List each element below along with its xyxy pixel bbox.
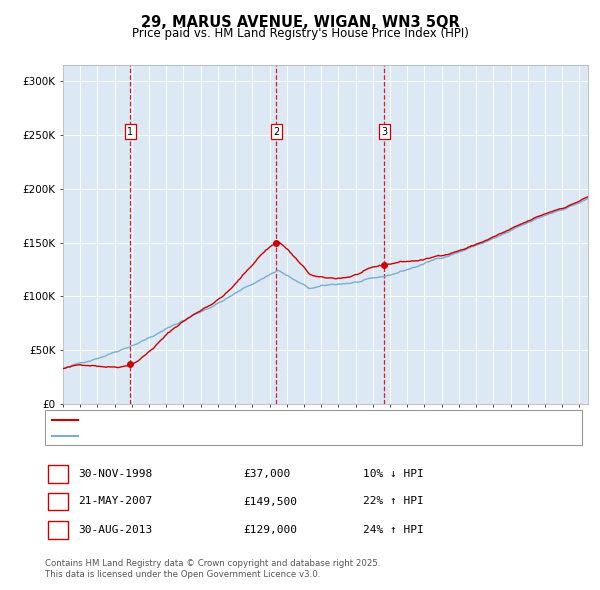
Text: 10% ↓ HPI: 10% ↓ HPI [363, 469, 424, 478]
Text: 24% ↑ HPI: 24% ↑ HPI [363, 525, 424, 535]
Text: £149,500: £149,500 [243, 497, 297, 506]
Text: 1: 1 [127, 127, 134, 137]
Text: £129,000: £129,000 [243, 525, 297, 535]
Text: 21-MAY-2007: 21-MAY-2007 [78, 497, 152, 506]
Text: HPI: Average price, semi-detached house, Wigan: HPI: Average price, semi-detached house,… [82, 431, 325, 441]
Text: 30-NOV-1998: 30-NOV-1998 [78, 469, 152, 478]
Text: 29, MARUS AVENUE, WIGAN, WN3 5QR (semi-detached house): 29, MARUS AVENUE, WIGAN, WN3 5QR (semi-d… [82, 415, 394, 425]
Text: £37,000: £37,000 [243, 469, 290, 478]
Text: 1: 1 [55, 469, 61, 478]
Text: 3: 3 [382, 127, 388, 137]
Text: 22% ↑ HPI: 22% ↑ HPI [363, 497, 424, 506]
Text: Contains HM Land Registry data © Crown copyright and database right 2025.
This d: Contains HM Land Registry data © Crown c… [45, 559, 380, 579]
Text: 2: 2 [55, 497, 61, 506]
Text: 30-AUG-2013: 30-AUG-2013 [78, 525, 152, 535]
Text: 3: 3 [55, 525, 61, 535]
Text: 2: 2 [273, 127, 280, 137]
Text: 29, MARUS AVENUE, WIGAN, WN3 5QR: 29, MARUS AVENUE, WIGAN, WN3 5QR [140, 15, 460, 30]
Text: Price paid vs. HM Land Registry's House Price Index (HPI): Price paid vs. HM Land Registry's House … [131, 27, 469, 40]
